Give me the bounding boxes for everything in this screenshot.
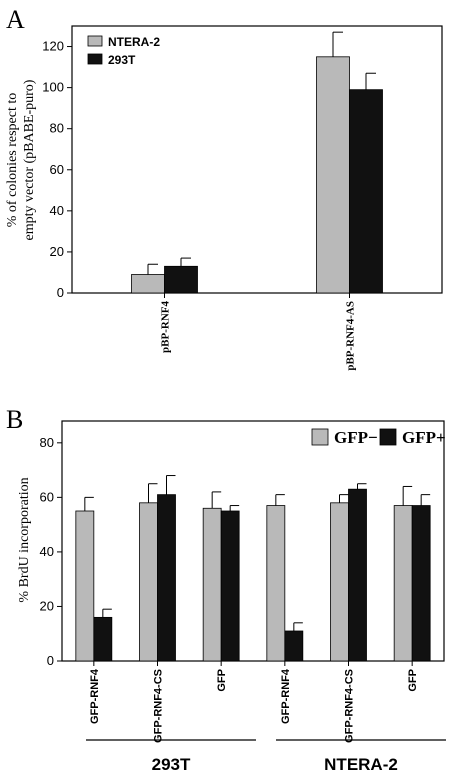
chart-a-bar (316, 56, 350, 294)
chart-b-ytick-label: 80 (40, 435, 54, 450)
chart-b-bar (75, 510, 95, 662)
chart-a-bar (131, 274, 165, 294)
chart-b-category-label: GFP-RNF4 (280, 668, 292, 724)
chart-b-bar (266, 505, 286, 662)
chart-a-ytick-label: 0 (57, 285, 64, 300)
panel-a-letter: A (6, 5, 25, 34)
chart-b-frame (61, 420, 445, 662)
chart-a-ytick-label: 40 (50, 203, 64, 218)
chart-b-ytick-label: 60 (40, 489, 54, 504)
chart-a-ytick-label: 120 (42, 39, 64, 54)
chart-a-legend: NTERA-2 293T (87, 35, 160, 67)
chart-b-category-label: GFP (216, 669, 228, 692)
chart-a-category-label: pBP-RNF4-AS (345, 301, 357, 371)
chart-a-category-label: pBP-RNF4 (160, 301, 172, 353)
chart-b-bar (220, 510, 240, 662)
chart-b-bar (202, 507, 222, 662)
group-label-293t: 293T (152, 755, 191, 774)
legend-swatch-gfp-neg (311, 428, 329, 446)
chart-a-ytick-label: 80 (50, 121, 64, 136)
chart-b-ytick-label: 40 (40, 544, 54, 559)
chart-b-ytick-label: 20 (40, 598, 54, 613)
chart-a-ytick-label: 60 (50, 162, 64, 177)
chart-b-category-label: GFP-RNF4-CS (153, 669, 165, 743)
legend-label-gfp-pos: GFP+ (402, 428, 446, 447)
chart-b-category-label: GFP-RNF4 (89, 668, 101, 724)
chart-b-ylabel: % BrdU incorporation (17, 477, 32, 602)
legend-label-ntera2: NTERA-2 (108, 35, 160, 49)
chart-b-bar (157, 494, 176, 662)
chart-a-ylabel-2: empty vector (pBABE-puro) (22, 79, 37, 240)
chart-b-ytick-label: 0 (47, 653, 54, 668)
chart-a-ytick-label: 100 (42, 80, 64, 95)
legend-swatch-ntera2 (87, 35, 103, 47)
chart-b-bar (284, 630, 304, 662)
chart-b-bar (411, 505, 431, 662)
chart-b-legend: GFP− GFP+ (311, 428, 446, 447)
chart-a-bar (349, 89, 383, 294)
chart-b-category-label: GFP (407, 669, 419, 692)
chart-b: % BrdU incorporation GFP− GFP+ 293T NTER… (17, 420, 446, 774)
chart-b-bar (330, 502, 349, 662)
legend-swatch-293t (87, 53, 103, 65)
chart-b-bar (393, 505, 413, 662)
chart-a-ylabel-1: % of colonies respect to (5, 93, 20, 228)
chart-a: % of colonies respect to empty vector (p… (5, 25, 443, 371)
chart-a-ytick-label: 20 (50, 244, 64, 259)
panel-b-letter: B (6, 405, 23, 434)
legend-label-gfp-neg: GFP− (334, 428, 378, 447)
legend-swatch-gfp-pos (379, 428, 397, 446)
chart-b-bar (348, 488, 367, 662)
chart-a-frame (71, 25, 443, 294)
group-label-ntera2: NTERA-2 (324, 755, 398, 774)
chart-b-bar (93, 616, 113, 662)
legend-label-293t: 293T (108, 53, 136, 67)
chart-b-category-label: GFP-RNF4-CS (344, 669, 356, 743)
chart-a-bar (164, 265, 198, 294)
chart-b-bar (139, 502, 158, 662)
